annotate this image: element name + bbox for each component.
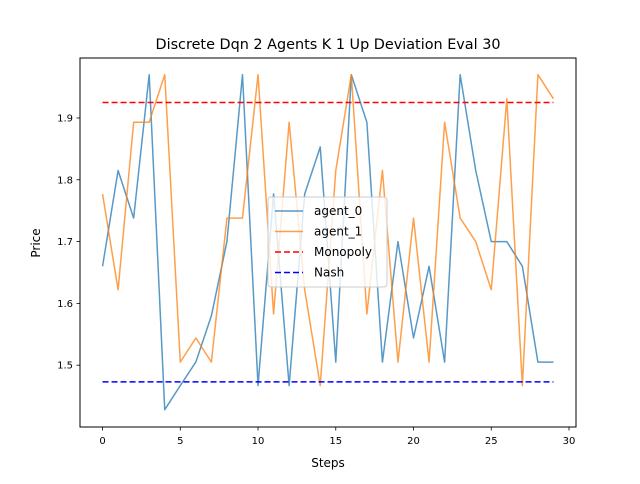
y-axis-label: Price: [29, 228, 43, 257]
legend-label: agent_1: [314, 225, 362, 239]
y-tick-label: 1.8: [57, 175, 73, 186]
x-tick-label: 30: [563, 436, 576, 447]
legend: agent_0 agent_1 Monopoly Nash: [267, 196, 388, 288]
legend-label: Monopoly: [314, 245, 372, 259]
x-tick-label: 10: [252, 436, 265, 447]
x-tick-label: 5: [177, 436, 183, 447]
y-tick-label: 1.5: [57, 361, 73, 372]
x-tick-label: 20: [407, 436, 420, 447]
y-tick-label: 1.7: [57, 237, 73, 248]
y-axis-ticks: 1.5 1.6 1.7 1.8 1.9: [57, 113, 80, 372]
axes-frame: [79, 57, 577, 428]
legend-label: Nash: [314, 266, 344, 280]
x-tick-label: 15: [329, 436, 342, 447]
x-tick-label: 0: [99, 436, 105, 447]
y-tick-label: 1.6: [57, 299, 73, 310]
legend-box: [267, 196, 388, 288]
x-axis-ticks: 0 5 10 15 20 25 30: [99, 427, 575, 447]
legend-label: agent_0: [314, 204, 362, 218]
y-tick-label: 1.9: [57, 113, 73, 124]
x-tick-label: 25: [485, 436, 498, 447]
chart-title: Discrete Dqn 2 Agents K 1 Up Deviation E…: [155, 37, 500, 53]
x-axis-label: Steps: [311, 456, 345, 470]
